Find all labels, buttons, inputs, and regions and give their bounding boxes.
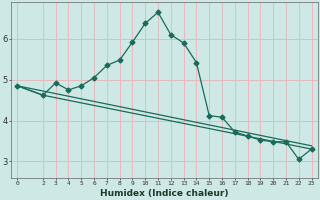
X-axis label: Humidex (Indice chaleur): Humidex (Indice chaleur) [100, 189, 229, 198]
